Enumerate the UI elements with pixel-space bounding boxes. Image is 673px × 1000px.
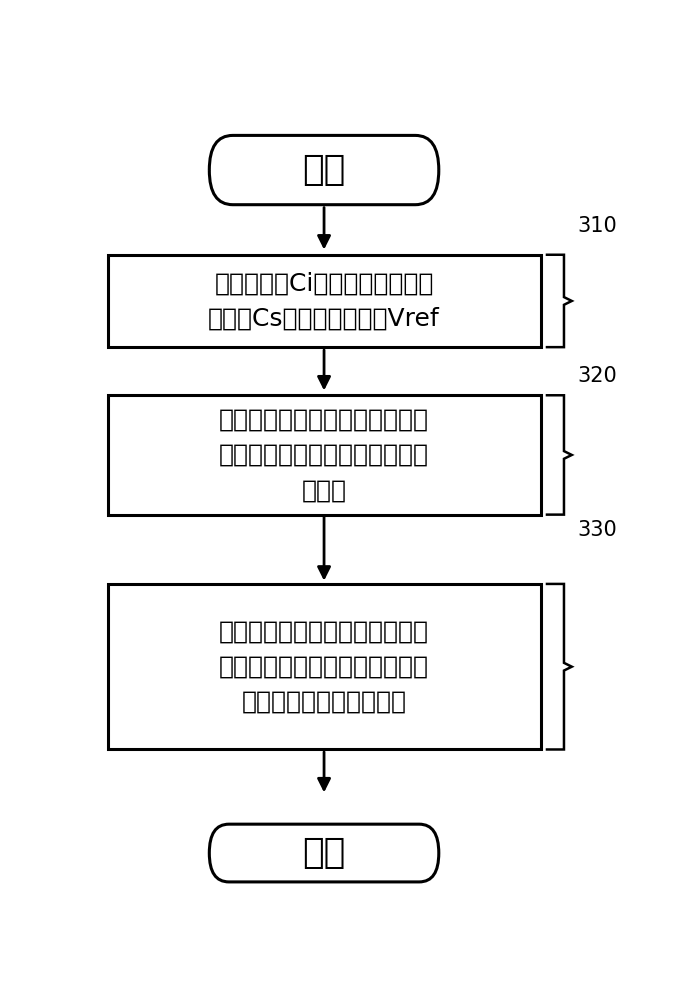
- FancyBboxPatch shape: [108, 395, 540, 515]
- Text: 结束: 结束: [302, 836, 346, 870]
- FancyBboxPatch shape: [209, 135, 439, 205]
- Text: 根据运算放大器的输出端电压的
变化，通过电荷守恒原理计算出
所述待检测电容的电容值: 根据运算放大器的输出端电压的 变化，通过电荷守恒原理计算出 所述待检测电容的电容…: [219, 619, 429, 714]
- Text: 在电荷转移阶段中，将运算放大
器的负输入端电压调整至所需的
基准值: 在电荷转移阶段中，将运算放大 器的负输入端电压调整至所需的 基准值: [219, 408, 429, 502]
- Text: 330: 330: [577, 520, 616, 540]
- Text: 310: 310: [577, 216, 616, 236]
- Text: 开始: 开始: [302, 153, 346, 187]
- FancyBboxPatch shape: [108, 255, 540, 347]
- FancyBboxPatch shape: [209, 824, 439, 882]
- Text: 320: 320: [577, 366, 616, 386]
- Text: 对积分电容Ci进行复位，将待检
测电容Cs充电至参考电压Vref: 对积分电容Ci进行复位，将待检 测电容Cs充电至参考电压Vref: [208, 271, 440, 331]
- FancyBboxPatch shape: [108, 584, 540, 749]
